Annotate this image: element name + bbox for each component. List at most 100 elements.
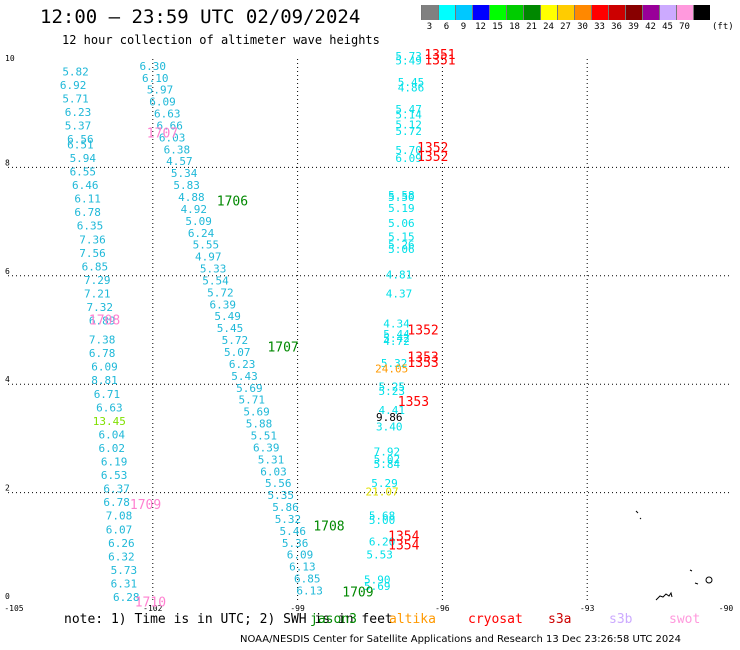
colorbar-label: 6: [443, 22, 450, 32]
colorbar-color: [540, 5, 557, 20]
wave-height-value: 6.39: [210, 298, 237, 311]
pass-time-label: 1352: [417, 141, 448, 156]
colorbar-swatch: 21: [523, 5, 540, 35]
colorbar-color: [557, 5, 574, 20]
wave-height-value: 4.92: [181, 203, 208, 216]
x-tick-label: -90: [719, 604, 734, 613]
wave-height-value: 5.02: [374, 453, 401, 466]
pass-time-label: 1353: [407, 356, 438, 371]
wave-height-value: 4.81: [386, 269, 413, 282]
colorbar-label: 21: [526, 22, 537, 32]
pass-time-label: 1706: [217, 194, 248, 209]
wave-height-value: 5.73: [111, 564, 138, 577]
wave-height-value: 5.58: [388, 189, 415, 202]
wave-height-value: 6.09: [149, 96, 176, 109]
y-tick-label: 2: [5, 484, 10, 493]
colorbar-swatch: 18: [506, 5, 523, 35]
wave-height-value: 4.57: [166, 155, 193, 168]
wave-height-value: 4.86: [398, 82, 425, 95]
wave-height-value: 6.55: [70, 166, 97, 179]
colorbar-swatch: 30: [574, 5, 591, 35]
wave-height-value: 6.46: [72, 179, 99, 192]
wave-height-value: 5.06: [388, 217, 415, 230]
x-tick-label: -102: [143, 604, 162, 613]
wave-height-value: 6.71: [94, 388, 121, 401]
legend-sat-swot: swot: [669, 612, 701, 627]
y-tick-label: 8: [5, 158, 10, 167]
wave-height-value: 6.66: [156, 119, 183, 132]
y-tick-label: 10: [5, 54, 15, 63]
wave-height-value: 5.69: [236, 382, 263, 395]
wave-height-value: 5.23: [378, 385, 405, 398]
legend-sat-s3b: s3b: [609, 612, 633, 627]
wave-height-value: 6.78: [89, 347, 116, 360]
wave-height-value: 6.03: [260, 465, 287, 478]
pass-time-label: 1352: [417, 150, 448, 165]
wave-height-value: 5.19: [388, 202, 415, 215]
x-tick-label: -96: [435, 604, 450, 613]
wave-height-value: 5.49: [395, 54, 422, 67]
colorbar-color: [659, 5, 676, 20]
wave-height-value: 6.51: [67, 138, 94, 151]
wave-height-value: 6.92: [60, 79, 87, 92]
colorbar-label: 24: [543, 22, 554, 32]
wave-height-value: 6.78: [74, 206, 101, 219]
pass-time-label: 1353: [398, 395, 429, 410]
wave-height-value: 6.23: [65, 106, 92, 119]
wave-height-value: 5.69: [364, 580, 391, 593]
y-tick-label: 0: [5, 592, 10, 601]
colorbar-swatch: 39: [625, 5, 642, 35]
wave-height-value: 6.63: [154, 108, 181, 121]
page-title: 12:00 — 23:59 UTC 02/09/2024: [40, 6, 361, 28]
wave-height-value: 6.35: [77, 220, 104, 233]
legend-sat-s3a: s3a: [548, 612, 572, 627]
x-tick-label: -105: [4, 604, 23, 613]
wave-height-value: 9.86: [376, 411, 403, 424]
colorbar-swatch: 15: [489, 5, 506, 35]
pass-time-label: 1352: [407, 323, 438, 338]
wave-height-value: 5.32: [381, 357, 408, 370]
wave-height-value: 6.13: [289, 561, 316, 574]
colorbar-label: 42: [645, 22, 656, 32]
wave-height-value: 5.53: [366, 549, 393, 562]
wave-height-value: 5.72: [395, 125, 422, 138]
colorbar-swatch: 24: [540, 5, 557, 35]
pass-time-label: 1710: [135, 595, 166, 610]
page-subtitle: 12 hour collection of altimeter wave hei…: [62, 33, 380, 47]
wave-height-value: 6.37: [103, 483, 130, 496]
pass-time-label: 1709: [342, 586, 373, 601]
wave-height-value: 5.73: [395, 50, 422, 63]
wave-height-value: 5.50: [388, 191, 415, 204]
coast-outline: [655, 591, 673, 601]
colorbar-color: [676, 5, 693, 20]
wave-height-value: 4.41: [378, 404, 405, 417]
wave-height-value: 5.35: [267, 489, 294, 502]
wave-height-value: 7.36: [79, 233, 106, 246]
wave-height-value: 6.09: [287, 549, 314, 562]
pass-time-label: 1353: [407, 350, 438, 365]
wave-height-value: 6.26: [108, 537, 135, 550]
wave-height-value: 4.34: [383, 317, 410, 330]
wave-height-value: 5.49: [214, 310, 241, 323]
wave-height-value: 5.90: [364, 574, 391, 587]
colorbar-legend: 3 6 9 12 15 18 21 24 27 30 33 36 39 42 45 70 (ft): [421, 5, 734, 35]
colorbar-color: [642, 5, 659, 20]
wave-height-points: 5.826.925.716.235.376.566.515.946.556.46…: [60, 50, 424, 604]
y-tick-label: 6: [5, 267, 10, 276]
wave-height-value: 6.13: [296, 584, 323, 597]
wave-height-value: 4.88: [178, 191, 205, 204]
colorbar-color: [472, 5, 489, 20]
pass-time-label: 1708: [89, 314, 120, 329]
colorbar-color: [455, 5, 472, 20]
wave-height-value: 5.07: [224, 346, 251, 359]
wave-height-value: 4.37: [386, 287, 413, 300]
wave-height-value: 5.12: [395, 118, 422, 131]
pass-time-label: 1354: [388, 529, 419, 544]
colorbar-swatch: 9: [455, 5, 472, 35]
wave-height-value: 6.32: [108, 550, 135, 563]
wave-height-value: 4.97: [195, 251, 222, 264]
wave-height-value: 7.29: [84, 274, 111, 287]
wave-height-value: 5.86: [272, 501, 299, 514]
wave-height-value: 5.42: [383, 332, 410, 345]
